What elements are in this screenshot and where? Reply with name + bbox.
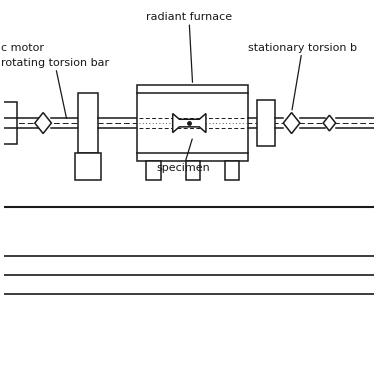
Polygon shape	[283, 113, 300, 134]
Bar	[225, 161, 239, 180]
Polygon shape	[173, 113, 206, 133]
Text: stationary torsion b: stationary torsion b	[248, 43, 357, 110]
Bar	[186, 161, 200, 180]
Bar	[75, 154, 101, 180]
Bar	[146, 161, 160, 180]
Text: radiant furnace: radiant furnace	[146, 12, 232, 82]
Bar	[257, 100, 275, 146]
Polygon shape	[35, 113, 51, 134]
Text: rotating torsion bar: rotating torsion bar	[1, 58, 109, 118]
Bar	[78, 93, 98, 154]
Bar	[1, 102, 17, 144]
Text: specimen: specimen	[157, 139, 210, 173]
Text: c motor: c motor	[1, 43, 44, 53]
Bar	[137, 85, 248, 161]
Polygon shape	[323, 115, 336, 131]
